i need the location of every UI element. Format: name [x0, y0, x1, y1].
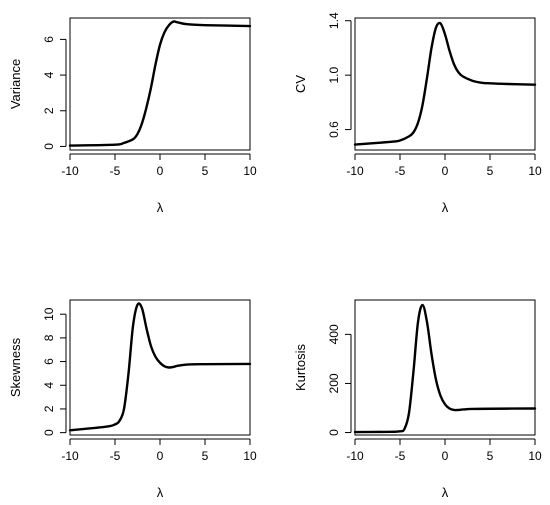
variance-x-tick-label: -5 — [110, 164, 121, 178]
kurtosis-plot-frame — [354, 299, 536, 436]
skewness-x-tick-label: -5 — [110, 449, 121, 463]
kurtosis-x-tick-label: 0 — [442, 449, 449, 463]
skewness-x-tick-label: 0 — [157, 449, 164, 463]
skewness-y-tick-label: 0 — [42, 429, 56, 436]
skewness-panel: -10 -5 0 5 10 0 2 4 6 8 10 λ Skewness — [8, 299, 257, 500]
skewness-plot-frame — [69, 299, 251, 436]
skewness-curve — [68, 302, 252, 432]
variance-y-tick-label: 2 — [42, 107, 56, 114]
cv-x-tick-label: 10 — [528, 164, 542, 178]
skewness-x-tick-label: -10 — [61, 449, 79, 463]
variance-x-axis-label: λ — [157, 200, 164, 215]
variance-y-tick-label: 4 — [42, 71, 56, 78]
kurtosis-x-tick-label: -5 — [395, 449, 406, 463]
kurtosis-curve — [353, 303, 537, 434]
variance-curve — [68, 20, 252, 147]
kurtosis-y-axis-label: Kurtosis — [293, 344, 308, 391]
cv-y-tick-label: 1.4 — [327, 12, 341, 29]
cv-y-axis-label: CV — [293, 75, 308, 93]
skewness-y-tick-label: 10 — [42, 307, 56, 321]
variance-y-tick-label: 0 — [42, 143, 56, 150]
cv-x-tick-label: 0 — [442, 164, 449, 178]
kurtosis-y-tick-label: 400 — [327, 324, 341, 344]
skewness-y-tick-label: 4 — [42, 382, 56, 389]
cv-y-tick-label: 0.6 — [327, 121, 341, 138]
variance-y-axis-label: Variance — [8, 59, 23, 109]
variance-y-tick-label: 6 — [42, 36, 56, 43]
skewness-y-tick-label: 2 — [42, 405, 56, 412]
cv-x-tick-label: -10 — [346, 164, 364, 178]
cv-x-tick-label: -5 — [395, 164, 406, 178]
cv-curve — [353, 21, 537, 146]
variance-x-tick-label: 10 — [243, 164, 257, 178]
skewness-x-axis-label: λ — [157, 485, 164, 500]
cv-panel: -10 -5 0 5 10 0.6 1.0 1.4 λ CV — [293, 12, 542, 215]
kurtosis-y-tick-label: 0 — [327, 429, 341, 436]
kurtosis-y-tick-label: 200 — [327, 373, 341, 393]
cv-x-tick-label: 5 — [487, 164, 494, 178]
variance-x-tick-label: -10 — [61, 164, 79, 178]
variance-x-tick-label: 0 — [157, 164, 164, 178]
kurtosis-panel: -10 -5 0 5 10 0 200 400 λ Kurtosis — [293, 299, 542, 500]
skewness-y-tick-label: 6 — [42, 358, 56, 365]
skewness-x-tick-label: 10 — [243, 449, 257, 463]
kurtosis-x-axis-label: λ — [442, 485, 449, 500]
variance-panel: -10 -5 0 5 10 0 2 4 6 λ Variance — [8, 17, 257, 215]
cv-y-tick-label: 1.0 — [327, 66, 341, 83]
kurtosis-x-tick-label: 5 — [487, 449, 494, 463]
kurtosis-x-tick-label: 10 — [528, 449, 542, 463]
kurtosis-x-tick-label: -10 — [346, 449, 364, 463]
skewness-y-tick-label: 8 — [42, 334, 56, 341]
cv-x-axis-label: λ — [442, 200, 449, 215]
variance-plot-frame — [69, 17, 251, 151]
skewness-y-axis-label: Skewness — [8, 337, 23, 397]
skewness-x-tick-label: 5 — [202, 449, 209, 463]
variance-x-tick-label: 5 — [202, 164, 209, 178]
